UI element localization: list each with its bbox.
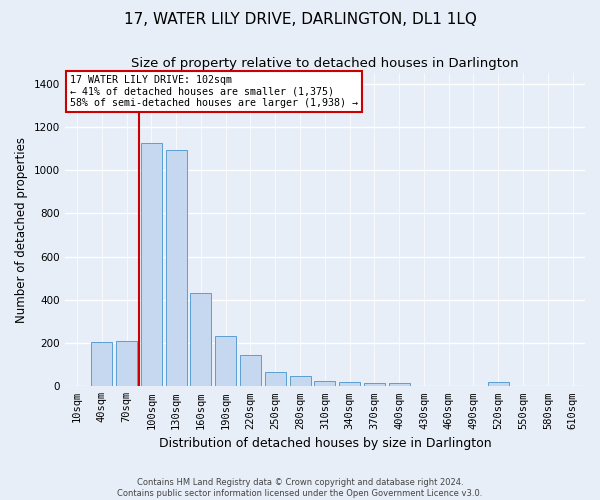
Bar <box>215 336 236 386</box>
Bar <box>190 294 211 386</box>
Bar <box>290 376 311 386</box>
Bar <box>240 356 261 386</box>
Bar <box>265 372 286 386</box>
Bar <box>141 144 162 386</box>
Bar <box>389 384 410 386</box>
Text: Contains HM Land Registry data © Crown copyright and database right 2024.
Contai: Contains HM Land Registry data © Crown c… <box>118 478 482 498</box>
Title: Size of property relative to detached houses in Darlington: Size of property relative to detached ho… <box>131 58 518 70</box>
Bar <box>91 342 112 386</box>
Bar <box>314 381 335 386</box>
X-axis label: Distribution of detached houses by size in Darlington: Distribution of detached houses by size … <box>158 437 491 450</box>
Bar <box>488 382 509 386</box>
Text: 17 WATER LILY DRIVE: 102sqm
← 41% of detached houses are smaller (1,375)
58% of : 17 WATER LILY DRIVE: 102sqm ← 41% of det… <box>70 74 358 108</box>
Bar <box>166 150 187 386</box>
Bar <box>116 341 137 386</box>
Text: 17, WATER LILY DRIVE, DARLINGTON, DL1 1LQ: 17, WATER LILY DRIVE, DARLINGTON, DL1 1L… <box>124 12 476 28</box>
Y-axis label: Number of detached properties: Number of detached properties <box>15 136 28 322</box>
Bar <box>364 384 385 386</box>
Bar <box>339 382 360 386</box>
